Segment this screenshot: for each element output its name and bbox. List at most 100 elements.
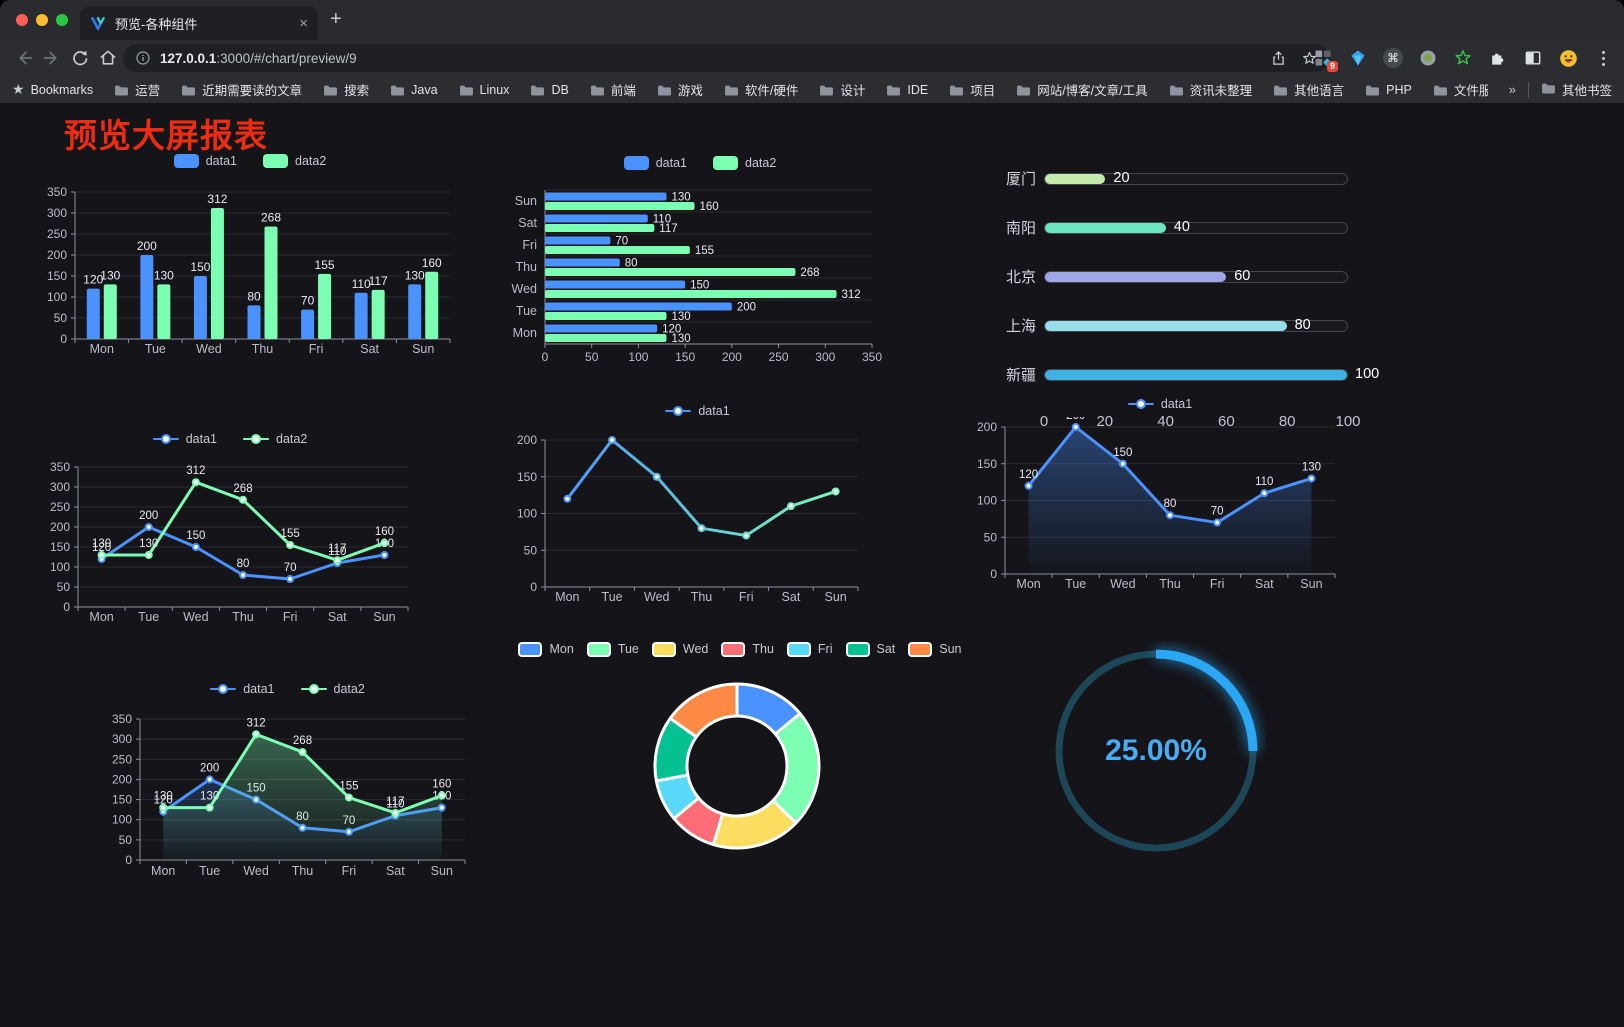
progress-label: 新疆 [1005,367,1036,384]
legend-item-data1[interactable]: data1 [665,404,730,418]
bookmark-folder[interactable]: 软件/硬件 [724,80,798,99]
tab-close-icon[interactable]: × [299,14,308,32]
legend-item-Fri[interactable]: Fri [786,641,833,657]
legend-item-data1[interactable]: data1 [173,154,237,168]
progress-row: 厦门 20 [1000,168,1348,189]
chart-canvas: 0 50 100 150 200 250 300 350 Mon Tue Wed Thu Fri Sat S… [47,185,451,356]
legend-item-Wed[interactable]: Wed [651,641,708,657]
extension-grid-icon[interactable]: 9 [1312,47,1338,72]
progress-fill [1045,369,1347,380]
legend-swatch [665,406,692,416]
bookmarks-bar: ★ Bookmarks 运营 近期需要读的文章 搜索 Java Linux DB 前端 游戏 软… [0,76,1624,103]
bookmark-folder[interactable]: 文件服务器 [1433,80,1488,99]
other-bookmarks-label: 其他书签 [1561,84,1612,98]
bookmark-star-icon[interactable] [1301,50,1318,67]
svg-text:70: 70 [615,236,628,248]
bookmark-folder[interactable]: 网站/博客/文章/工具 [1016,80,1148,99]
extension-star-icon[interactable] [1452,47,1474,69]
window-close-button[interactable] [16,14,28,26]
x-tick-label: 20 [1096,413,1114,430]
legend-item-Sun[interactable]: Sun [908,641,962,657]
legend-label: data1 [698,404,730,418]
svg-text:Thu: Thu [292,864,314,878]
svg-text:150: 150 [186,530,205,542]
folder-icon [1169,84,1184,96]
svg-text:Sun: Sun [373,610,395,624]
new-tab-button[interactable]: + [330,8,342,30]
svg-text:117: 117 [386,796,404,808]
bookmark-folder[interactable]: 近期需要读的文章 [181,80,302,99]
bookmark-folder[interactable]: 搜索 [323,80,369,99]
svg-text:268: 268 [233,483,252,495]
home-button[interactable] [94,44,122,72]
svg-text:312: 312 [246,717,265,729]
browser-menu-icon[interactable] [1592,47,1614,69]
svg-text:110: 110 [386,799,404,811]
bookmark-folder[interactable]: 设计 [819,80,865,99]
svg-text:Mon: Mon [555,590,579,604]
legend-item-data1[interactable]: data1 [210,682,275,696]
svg-text:200: 200 [737,302,756,314]
reload-button[interactable] [66,44,94,72]
bookmark-folder-label: 设计 [840,84,866,98]
svg-text:350: 350 [862,350,882,364]
legend-label: data1 [655,156,687,170]
extension-command-icon[interactable]: ⌘ [1382,47,1404,69]
legend-item-data1[interactable]: data1 [623,156,687,170]
other-bookmarks[interactable]: 其他书签 [1541,80,1612,99]
bookmark-folder[interactable]: 其他语言 [1273,80,1344,99]
legend-item-Sat[interactable]: Sat [845,641,895,657]
progress-row: 北京 60 [1000,266,1348,287]
bookmark-folder[interactable]: 资讯未整理 [1169,80,1252,99]
svg-text:155: 155 [315,258,335,272]
legend-item-Mon[interactable]: Mon [518,641,574,657]
reading-mode-icon[interactable] [1522,47,1544,69]
extensions-puzzle-icon[interactable] [1487,47,1509,69]
bookmark-folder[interactable]: PHP [1365,80,1412,99]
share-icon[interactable] [1270,50,1287,67]
extension-record-icon[interactable] [1417,47,1439,69]
bookmarks-overflow-icon[interactable]: » [1508,82,1516,97]
legend-item-Tue[interactable]: Tue [586,641,639,657]
bookmark-folder[interactable]: Java [390,80,438,99]
emoji-profile-icon[interactable] [1557,47,1579,69]
svg-text:110: 110 [653,214,671,226]
bookmark-folder[interactable]: DB [530,80,569,99]
legend-item-data1[interactable]: data1 [152,432,217,446]
bookmark-folder-label: PHP [1386,82,1412,97]
window-minimize-button[interactable] [36,14,48,26]
x-tick-label: 40 [1157,413,1174,430]
svg-text:100: 100 [977,494,997,508]
bookmark-folder[interactable]: 运营 [114,80,160,99]
svg-text:117: 117 [328,543,346,555]
legend-item-data1[interactable]: data1 [1127,397,1192,411]
chart-canvas [1055,649,1258,852]
browser-tab[interactable]: 预览-各种组件 × [80,6,318,40]
legend-item-data2[interactable]: data2 [263,154,326,168]
toolbar: 127.0.0.1:3000/#/chart/preview/9 9 ⌘ [0,40,1624,76]
bookmark-folder-label: 网站/博客/文章/工具 [1037,84,1148,98]
legend-swatch [243,434,269,444]
bookmark-folder[interactable]: IDE [886,80,928,99]
bookmark-folder[interactable]: 项目 [949,80,995,99]
window-zoom-button[interactable] [56,14,68,26]
svg-text:Mon: Mon [90,342,114,356]
bookmarks-root[interactable]: ★ Bookmarks [12,81,93,98]
legend-swatch [786,641,811,657]
progress-label: 南阳 [1005,220,1036,237]
legend-item-data2[interactable]: data2 [243,432,307,446]
legend-item-data2[interactable]: data2 [300,682,365,696]
address-bar[interactable]: 127.0.0.1:3000/#/chart/preview/9 [123,44,1330,72]
site-info-icon[interactable] [135,50,151,66]
svg-text:Mon: Mon [89,610,113,624]
forward-button[interactable] [38,44,66,72]
legend-swatch [173,154,199,168]
bookmark-folder[interactable]: Linux [459,80,509,99]
svg-text:70: 70 [301,294,315,308]
legend-item-data2[interactable]: data2 [713,156,776,170]
extension-gem-icon[interactable] [1347,47,1369,69]
bookmark-folder[interactable]: 前端 [590,80,636,99]
legend-item-Thu[interactable]: Thu [721,641,774,657]
bookmark-folder[interactable]: 游戏 [657,80,703,99]
back-button[interactable] [10,44,38,72]
